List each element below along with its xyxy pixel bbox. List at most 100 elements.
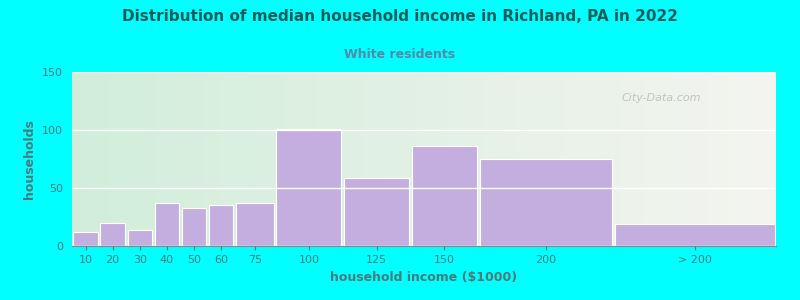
Bar xyxy=(74,232,98,246)
Bar xyxy=(579,72,583,246)
Bar xyxy=(190,72,194,246)
Bar xyxy=(316,72,321,246)
Bar xyxy=(166,72,170,246)
Bar xyxy=(412,146,477,246)
Bar xyxy=(607,72,612,246)
Bar xyxy=(231,72,236,246)
Bar xyxy=(401,72,406,246)
Bar xyxy=(748,72,753,246)
Bar xyxy=(170,72,175,246)
Bar xyxy=(293,72,298,246)
Bar xyxy=(758,72,762,246)
Bar xyxy=(372,72,377,246)
Bar xyxy=(442,72,447,246)
Bar xyxy=(476,72,480,246)
Bar xyxy=(550,72,555,246)
Bar xyxy=(570,72,574,246)
Bar xyxy=(658,72,663,246)
Bar xyxy=(509,72,513,246)
Bar xyxy=(706,72,710,246)
Bar xyxy=(518,72,522,246)
Bar xyxy=(678,72,682,246)
Bar xyxy=(532,72,537,246)
Bar xyxy=(396,72,401,246)
Bar xyxy=(82,72,86,246)
Bar xyxy=(335,72,339,246)
Bar xyxy=(406,72,410,246)
Bar xyxy=(198,72,203,246)
Bar xyxy=(236,203,274,246)
Bar xyxy=(391,72,396,246)
Bar xyxy=(321,72,326,246)
Bar xyxy=(710,72,715,246)
Bar xyxy=(311,72,316,246)
Bar xyxy=(306,72,311,246)
Bar xyxy=(734,72,738,246)
Bar xyxy=(222,72,227,246)
Bar xyxy=(133,72,138,246)
Bar xyxy=(260,72,265,246)
Bar xyxy=(668,72,673,246)
Bar xyxy=(288,72,293,246)
Bar xyxy=(615,224,774,246)
Bar xyxy=(269,72,274,246)
Bar xyxy=(574,72,579,246)
Bar xyxy=(499,72,504,246)
Bar xyxy=(213,72,218,246)
Bar xyxy=(691,72,696,246)
Bar xyxy=(701,72,706,246)
Bar xyxy=(142,72,147,246)
Bar xyxy=(100,72,105,246)
Bar xyxy=(227,72,231,246)
Bar xyxy=(640,72,645,246)
Bar xyxy=(236,72,241,246)
Bar xyxy=(283,72,288,246)
Bar xyxy=(729,72,734,246)
Bar xyxy=(128,72,133,246)
Bar xyxy=(326,72,330,246)
Bar xyxy=(386,72,391,246)
Text: City-Data.com: City-Data.com xyxy=(621,93,701,103)
Bar xyxy=(522,72,527,246)
Bar xyxy=(771,72,776,246)
Bar xyxy=(715,72,720,246)
Bar xyxy=(154,203,179,246)
Bar xyxy=(410,72,414,246)
Bar xyxy=(194,72,198,246)
Bar xyxy=(119,72,124,246)
Bar xyxy=(753,72,758,246)
Bar xyxy=(274,72,278,246)
Bar xyxy=(537,72,542,246)
Bar xyxy=(635,72,640,246)
Bar xyxy=(630,72,635,246)
Bar xyxy=(377,72,382,246)
Bar xyxy=(650,72,654,246)
Bar xyxy=(583,72,588,246)
Bar xyxy=(598,72,602,246)
Bar xyxy=(588,72,593,246)
Bar xyxy=(208,72,213,246)
Bar xyxy=(358,72,363,246)
Bar xyxy=(654,72,658,246)
Bar xyxy=(645,72,650,246)
Bar xyxy=(546,72,550,246)
Bar xyxy=(277,129,342,246)
Bar xyxy=(209,206,233,246)
Bar xyxy=(687,72,691,246)
Bar xyxy=(490,72,494,246)
X-axis label: household income ($1000): household income ($1000) xyxy=(330,271,518,284)
Bar xyxy=(127,230,152,246)
Text: Distribution of median household income in Richland, PA in 2022: Distribution of median household income … xyxy=(122,9,678,24)
Bar xyxy=(494,72,499,246)
Bar xyxy=(330,72,335,246)
Bar xyxy=(457,72,462,246)
Bar xyxy=(302,72,306,246)
Bar xyxy=(241,72,246,246)
Bar xyxy=(101,223,125,246)
Bar xyxy=(185,72,190,246)
Bar xyxy=(114,72,119,246)
Bar xyxy=(124,72,128,246)
Bar xyxy=(438,72,442,246)
Bar xyxy=(90,72,95,246)
Bar xyxy=(560,72,565,246)
